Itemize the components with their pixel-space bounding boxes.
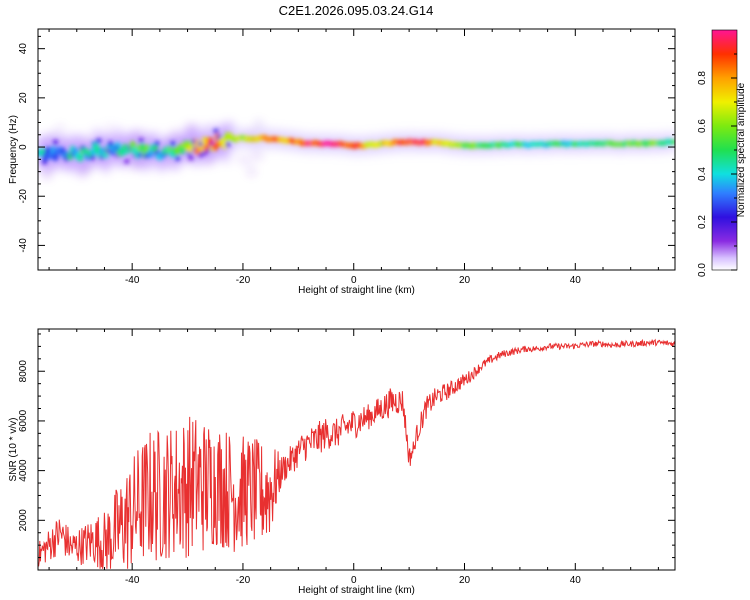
colorbar-gradient (711, 29, 738, 271)
colorbar-tick-label: 0.6 (697, 119, 708, 133)
spectrogram-outlier (255, 121, 262, 128)
spec-xtick-label: 20 (459, 275, 471, 286)
spectrogram-outlier (43, 170, 51, 178)
snr-xtick-label: 40 (570, 575, 582, 586)
spec-xtick-label: 0 (351, 275, 357, 286)
spectrogram-outlier (248, 168, 255, 174)
spec-ytick-label: 40 (18, 43, 29, 55)
snr-ylabel: SNR (10 * v/v) (8, 418, 19, 482)
snr-plot-area (38, 338, 675, 569)
spectrogram-cell (211, 142, 219, 151)
snr-xtick-label: 20 (459, 575, 471, 586)
spectrogram-outlier (172, 130, 178, 136)
colorbar-tick-label: 0.2 (697, 215, 708, 229)
spectrogram-outlier (252, 152, 258, 158)
spec-frame (37, 28, 676, 271)
colorbar-label: Normalized spectral amplitude (736, 82, 747, 217)
spectrogram-cell (670, 139, 675, 145)
spectrogram-outlier (253, 141, 258, 145)
spectrogram-scatter (190, 139, 196, 145)
spectrogram-cell (139, 143, 146, 152)
spectrogram-scatter (113, 145, 119, 151)
snr-xlabel: Height of straight line (km) (298, 585, 415, 596)
spectrogram-outlier (247, 130, 255, 138)
spectrogram-outlier (51, 133, 56, 138)
spectrogram-cell (201, 137, 209, 146)
spectrogram-cell (49, 146, 57, 155)
spectrogram-scatter (96, 138, 102, 144)
spec-xtick-label: -40 (125, 275, 140, 286)
spectrogram-outlier (152, 159, 158, 165)
spectrogram-scatter (154, 141, 160, 147)
spectrogram-scatter (202, 150, 208, 156)
snr-frame (37, 328, 676, 571)
spectrogram-scatter (175, 155, 181, 161)
colorbar-tick-label: 0.8 (697, 71, 708, 85)
spec-xlabel: Height of straight line (km) (298, 285, 415, 296)
spectrogram-panel: -40 -20 0 20 40 -40 -20 0 20 40 Height of straight… (8, 28, 676, 296)
spec-ytick-label: -20 (18, 189, 29, 204)
spectrogram-core (38, 128, 675, 165)
spectrogram-outlier (206, 158, 213, 165)
spectrogram-scatter (170, 141, 176, 147)
spectrogram-cell (89, 148, 97, 157)
spectrogram-outlier (238, 156, 244, 162)
spectrogram-outlier (86, 142, 92, 148)
spectrogram-outlier (83, 137, 90, 144)
snr-series-line (38, 338, 675, 569)
spectrogram-outlier (82, 170, 87, 175)
colorbar-tick-label: 0.0 (697, 263, 708, 277)
spectrogram-outlier (83, 165, 90, 172)
spec-xtick-label: -20 (236, 275, 251, 286)
spectrogram-scatter (138, 137, 144, 143)
spectrogram-scatter (137, 152, 143, 158)
spectrogram-scatter (90, 155, 96, 161)
colorbar: 0.0 0.2 0.4 0.6 0.8 Normalized spectral ampli… (697, 29, 747, 277)
spectrogram-scatter (188, 155, 194, 161)
spec-ytick-label: 0 (18, 144, 29, 150)
spectrogram-outlier (166, 158, 174, 165)
snr-xtick-label: -40 (125, 575, 140, 586)
spec-xtick-label: 40 (570, 275, 582, 286)
spectrogram-artwork (38, 121, 675, 178)
spectrogram-scatter (198, 152, 204, 158)
spectrogram-scatter (213, 128, 219, 134)
spectrogram-outlier (187, 124, 193, 130)
snr-xtick-label: -20 (236, 575, 251, 586)
spectrogram-cell (42, 152, 49, 161)
spectrogram-outlier (258, 153, 263, 158)
chart-title: C2E1.2026.095.03.24.G14 (279, 3, 434, 18)
spectrogram-scatter (52, 139, 58, 145)
snr-panel: -40 -20 0 20 40 2000 4000 6000 8000 Height of str… (8, 328, 676, 596)
spec-ytick-label: -40 (18, 238, 29, 253)
spec-ylabel: Frequency (Hz) (8, 115, 19, 184)
spectrogram-scatter (108, 141, 114, 147)
spectrogram-cell (77, 153, 84, 162)
spectrogram-outlier (192, 161, 197, 165)
colorbar-tick-label: 0.4 (697, 167, 708, 181)
spectrogram-outlier (132, 164, 137, 169)
spec-ytick-label: 20 (18, 92, 29, 104)
spectrogram-outlier (140, 133, 147, 140)
spectrogram-outlier (58, 126, 63, 131)
snr-xtick-label: 0 (351, 575, 357, 586)
snr-ytick-label: 2000 (18, 509, 29, 532)
spectrogram-outlier (244, 160, 248, 164)
spectrogram-scatter (124, 158, 130, 164)
snr-ytick-label: 8000 (18, 360, 29, 383)
spectrogram-outlier (106, 125, 112, 131)
snr-ytick-label: 6000 (18, 409, 29, 432)
spectrogram-scatter (225, 142, 231, 148)
snr-ytick-label: 4000 (18, 459, 29, 482)
spectrogram-outlier (247, 158, 252, 164)
spectrogram-outlier (205, 131, 212, 138)
